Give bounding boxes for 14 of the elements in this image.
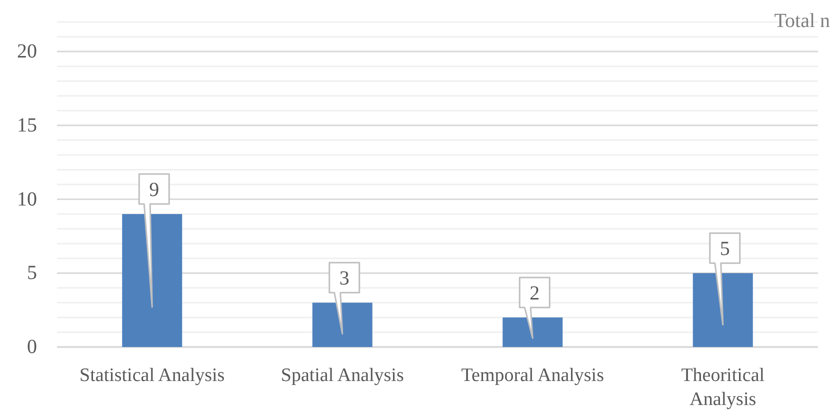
x-tick-label: Temporal Analysis xyxy=(461,365,604,386)
y-tick-label: 15 xyxy=(17,114,37,136)
x-tick-label: Statistical Analysis xyxy=(80,365,225,386)
y-tick-label: 20 xyxy=(17,40,37,63)
x-tick-label: Theoritical Analysis xyxy=(681,365,765,410)
data-label: 3 xyxy=(339,268,350,290)
y-axis-title: Total n xyxy=(774,10,830,32)
y-tick-label: 5 xyxy=(27,262,37,284)
data-label: 9 xyxy=(149,179,160,202)
data-label: 2 xyxy=(530,282,540,304)
data-label: 5 xyxy=(720,238,730,260)
y-tick-label: 10 xyxy=(17,188,37,210)
y-tick-label: 0 xyxy=(27,336,37,358)
x-tick-label: Spatial Analysis xyxy=(280,365,404,386)
